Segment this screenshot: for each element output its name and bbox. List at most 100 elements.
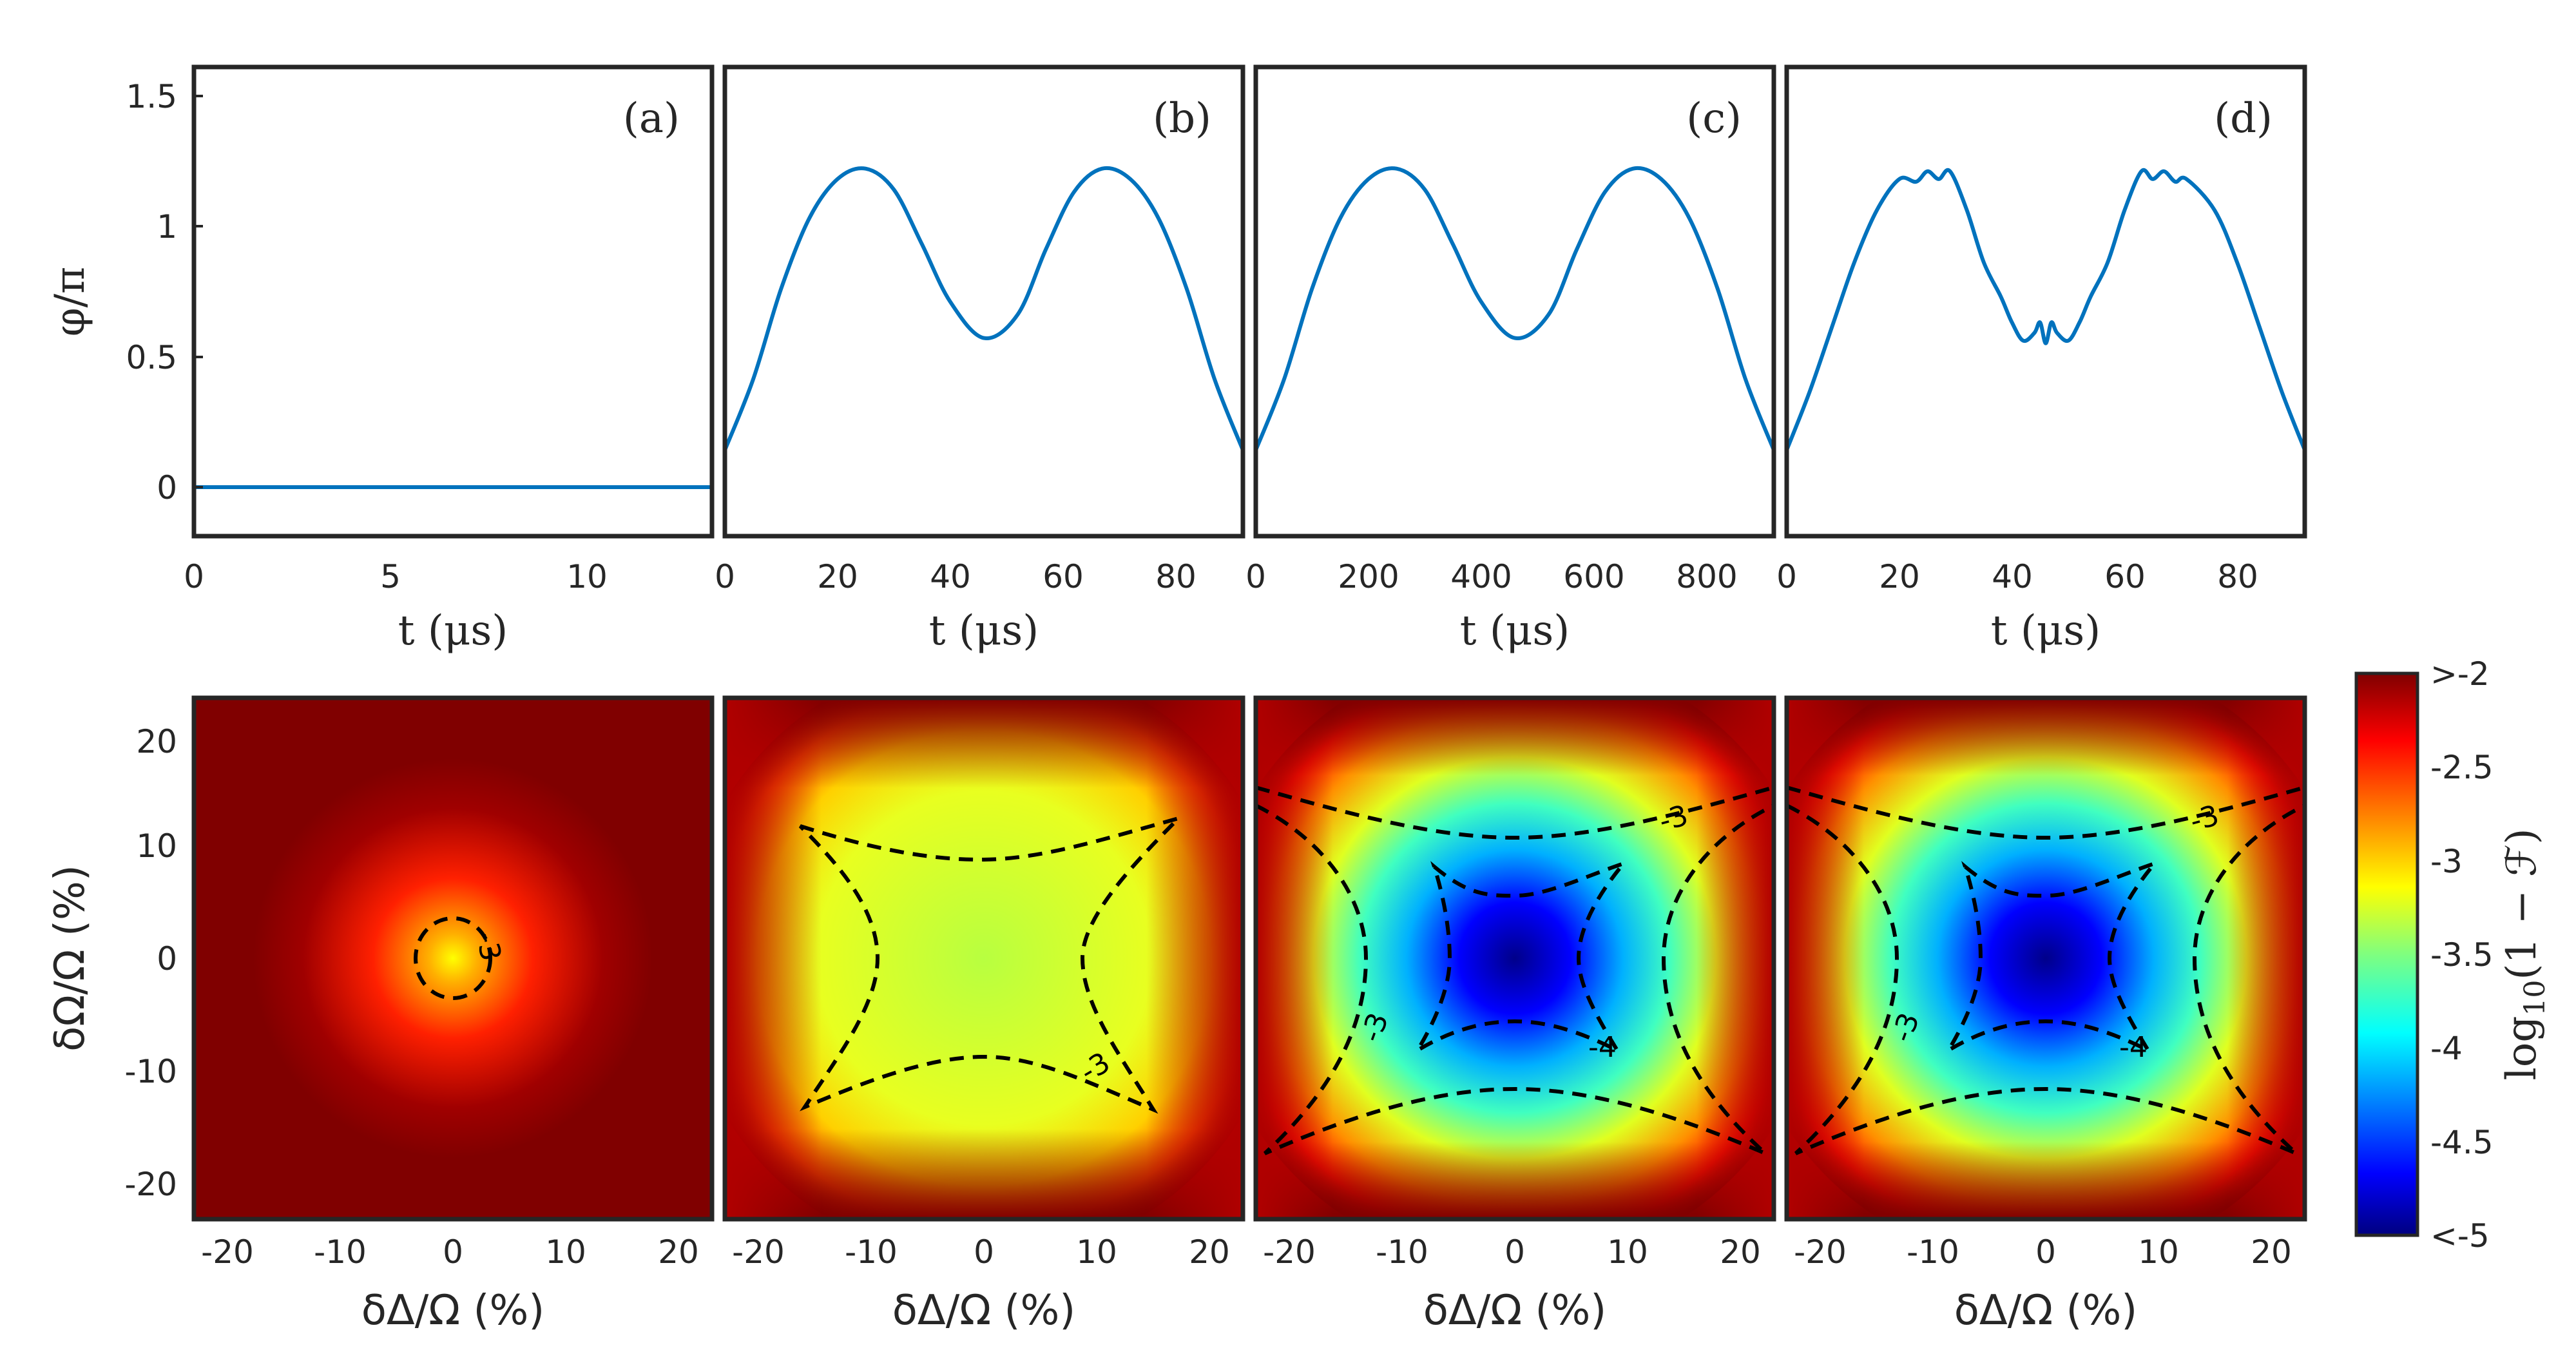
svg-text:-2.5: -2.5 <box>2430 749 2494 786</box>
svg-text:80: 80 <box>2217 558 2258 595</box>
svg-text:10: 10 <box>566 558 608 595</box>
svg-text:20: 20 <box>817 558 858 595</box>
x-axis-label-b: t (μs) <box>929 607 1039 655</box>
panel-label-b: (b) <box>1153 95 1211 142</box>
contour-minus3-4-sides <box>1787 804 2305 1155</box>
svg-text:-20: -20 <box>1263 1233 1316 1271</box>
svg-text:-3: -3 <box>2430 843 2463 880</box>
svg-text:0: 0 <box>443 1233 463 1271</box>
svg-text:10: 10 <box>2138 1233 2179 1271</box>
panel-c: (c) 0 200 400 600 800 t (μs) <box>1245 64 1776 655</box>
svg-text:40: 40 <box>1992 558 2033 595</box>
y-tick-0: 0 <box>157 469 177 506</box>
panel-a: (a) 0 0.5 1 1.5 φ/π 0 5 10 t (μs) <box>46 64 715 655</box>
panel-b: (b) 0 20 40 60 80 t (μs) <box>715 64 1245 655</box>
panel-d: (d) 0 20 40 60 80 t (μs) <box>1776 64 2307 655</box>
x-axis-label-d: t (μs) <box>1991 607 2100 655</box>
heatmap-1: -3 20 10 0 -10 -20 δΩ/Ω (%) -20 -10 0 10… <box>46 695 715 1335</box>
svg-text:20: 20 <box>1720 1233 1761 1271</box>
svg-text:60: 60 <box>2104 558 2146 595</box>
svg-text:60: 60 <box>1043 558 1084 595</box>
svg-text:<-5: <-5 <box>2430 1217 2490 1255</box>
axes-frame-a <box>191 64 715 539</box>
heatmap-3: -3 -3 -4 -20 -10 0 10 20 δΔ/Ω (%) <box>1253 695 1776 1335</box>
y-tick-1.5: 1.5 <box>126 78 177 115</box>
heatmap-frame-1 <box>191 695 715 1222</box>
svg-text:-10: -10 <box>1376 1233 1428 1271</box>
heatmap-2: -3 -20 -10 0 10 20 δΔ/Ω (%) <box>722 695 1245 1335</box>
x-axis-ticks-bottom-2: -20 -10 0 10 20 <box>732 1233 1230 1271</box>
svg-text:-4.5: -4.5 <box>2430 1124 2494 1161</box>
axes-frame-d <box>1784 64 2307 539</box>
x-axis-label-bottom-3: δΔ/Ω (%) <box>1423 1287 1607 1335</box>
svg-text:5: 5 <box>380 558 401 595</box>
contour-minus3-3-sides <box>1256 804 1774 1155</box>
y-axis-label-top: φ/π <box>46 267 94 336</box>
svg-text:-10: -10 <box>845 1233 898 1271</box>
x-axis-label-bottom-2: δΔ/Ω (%) <box>892 1287 1076 1335</box>
y-tick-m20: -20 <box>124 1166 177 1203</box>
svg-text:20: 20 <box>1189 1233 1230 1271</box>
y-tick-0b: 0 <box>157 940 177 978</box>
contour-minus3-2 <box>798 814 1185 1114</box>
x-axis-ticks-a: 0 5 10 <box>184 558 608 595</box>
heatmap-4: -3 -3 -4 -20 -10 0 10 20 δΔ/Ω (%) <box>1784 695 2307 1335</box>
panel-label-c: (c) <box>1686 95 1742 142</box>
svg-text:-3.5: -3.5 <box>2430 936 2494 974</box>
y-tick-m10: -10 <box>124 1053 177 1090</box>
svg-text:10: 10 <box>1076 1233 1117 1271</box>
heatmap-field-2 <box>725 698 1243 1219</box>
contour-minus4-4 <box>1946 859 2161 1055</box>
x-axis-ticks-bottom-1: -20 -10 0 10 20 <box>201 1233 699 1271</box>
x-axis-label-c: t (μs) <box>1460 607 1570 655</box>
y-tick-20: 20 <box>136 723 177 760</box>
colorbar: >-2 -2.5 -3 -3.5 -4 -4.5 <-5 log10(1 − ℱ… <box>2354 655 2552 1255</box>
contour-minus3-4-top <box>1787 786 2305 840</box>
contour-label-1: -3 <box>470 930 507 963</box>
svg-text:0: 0 <box>2035 1233 2056 1271</box>
svg-text:0: 0 <box>1776 558 1797 595</box>
colorbar-ticks: >-2 -2.5 -3 -3.5 -4 -4.5 <-5 <box>2430 655 2494 1255</box>
heatmap-field-3 <box>1256 698 1774 1219</box>
y-tick-10: 10 <box>136 827 177 865</box>
heatmap-frame-2 <box>722 695 1245 1222</box>
contour-minus3-3-top <box>1256 786 1774 840</box>
x-axis-ticks-bottom-4: -20 -10 0 10 20 <box>1794 1233 2292 1271</box>
y-tick-0.5: 0.5 <box>126 339 177 376</box>
phase-curve-c <box>1254 166 1776 451</box>
svg-text:0: 0 <box>715 558 735 595</box>
svg-text:20: 20 <box>2251 1233 2292 1271</box>
heatmap-frame-3 <box>1253 695 1776 1222</box>
phase-curve-b <box>723 166 1245 451</box>
axes-frame-c <box>1253 64 1776 539</box>
axes-frame-b <box>722 64 1245 539</box>
svg-text:10: 10 <box>1607 1233 1648 1271</box>
svg-text:-10: -10 <box>314 1233 367 1271</box>
colorbar-label: log10(1 − ℱ) <box>2498 828 2552 1080</box>
svg-text:0: 0 <box>974 1233 994 1271</box>
svg-text:0: 0 <box>184 558 204 595</box>
y-tick-1: 1 <box>157 208 177 246</box>
heatmap-frame-4 <box>1784 695 2307 1222</box>
svg-text:80: 80 <box>1155 558 1197 595</box>
x-axis-label-a: t (μs) <box>398 607 508 655</box>
y-axis-ticks: 0 0.5 1 1.5 <box>126 78 203 506</box>
svg-text:40: 40 <box>930 558 971 595</box>
y-axis-label-bottom: δΩ/Ω (%) <box>46 865 94 1052</box>
colorbar-gradient <box>2356 673 2417 1235</box>
svg-text:-10: -10 <box>1907 1233 1959 1271</box>
x-axis-ticks-bottom-3: -20 -10 0 10 20 <box>1263 1233 1761 1271</box>
heatmap-field-1 <box>253 758 653 1158</box>
svg-text:0: 0 <box>1504 1233 1525 1271</box>
x-axis-ticks-b: 0 20 40 60 80 <box>715 558 1197 595</box>
contour-minus3-1 <box>414 916 492 1000</box>
heatmap-field-4 <box>1787 698 2305 1219</box>
svg-text:>-2: >-2 <box>2430 655 2490 693</box>
svg-text:-20: -20 <box>1794 1233 1847 1271</box>
contour-label-3c: -4 <box>1588 1031 1617 1064</box>
svg-text:20: 20 <box>658 1233 699 1271</box>
svg-text:-4: -4 <box>2430 1030 2463 1067</box>
panel-label-d: (d) <box>2214 95 2273 142</box>
svg-text:800: 800 <box>1676 558 1737 595</box>
